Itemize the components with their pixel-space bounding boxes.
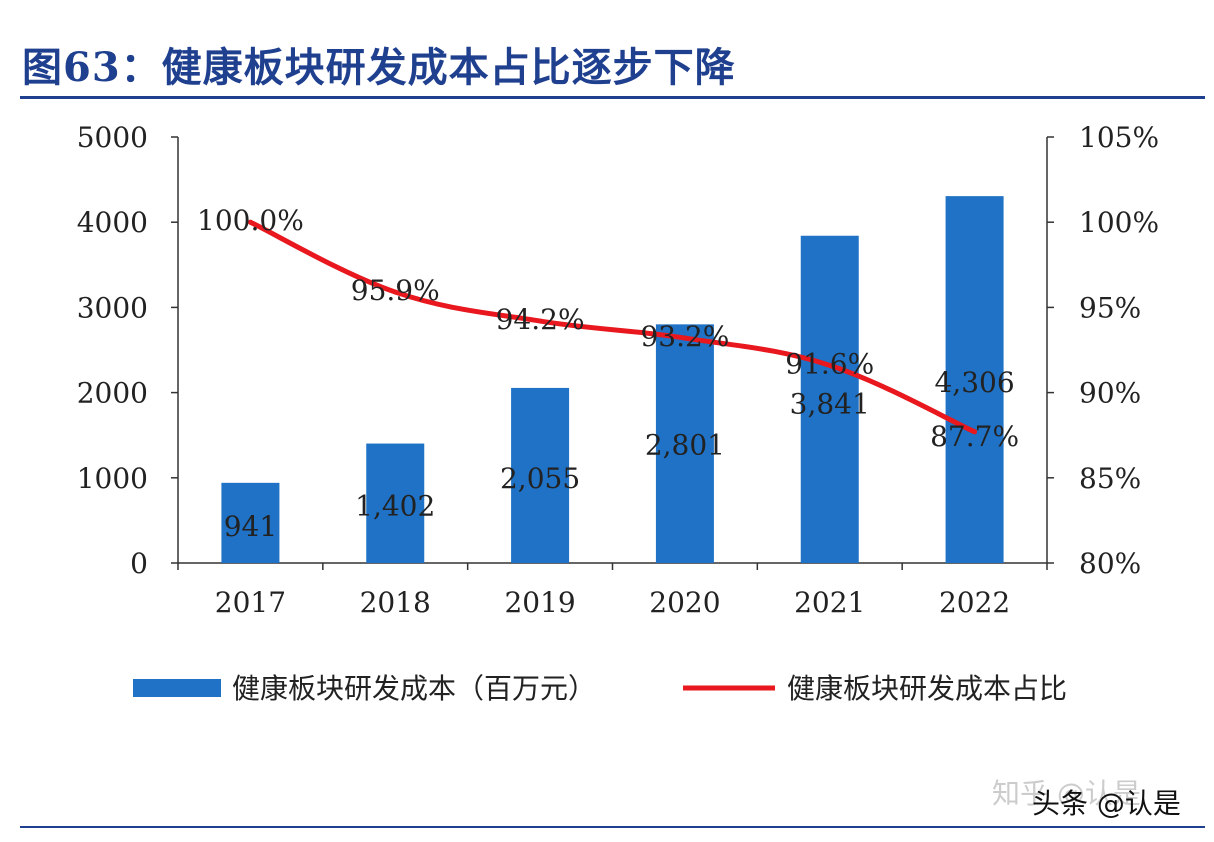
x-tick-label: 2019: [504, 586, 575, 619]
ratio-point: [972, 429, 978, 435]
line-layer: [247, 219, 978, 435]
x-tick-label: 2018: [360, 586, 431, 619]
x-tick-label: 2022: [939, 586, 1010, 619]
bar-value-label: 941: [224, 510, 277, 543]
line-value-label: 91.6%: [785, 347, 874, 380]
y-left-tick-label: 4000: [77, 206, 148, 239]
y-right-tick-label: 105%: [1079, 121, 1159, 154]
line-value-label: 93.2%: [640, 320, 729, 353]
y-right-tick-label: 95%: [1079, 291, 1141, 324]
bar-value-label: 2,801: [645, 428, 725, 461]
bar-value-label: 1,402: [355, 490, 435, 523]
ratio-point: [827, 362, 833, 368]
line-value-label: 94.2%: [496, 303, 585, 336]
bar: [511, 387, 570, 563]
line-value-label: 87.7%: [930, 420, 1019, 453]
bar-value-label: 3,841: [790, 388, 870, 421]
x-tick-label: 2020: [649, 586, 720, 619]
ratio-point: [392, 289, 398, 295]
ratio-line: [247, 219, 978, 435]
line-value-label: 100.0%: [197, 204, 304, 237]
x-tick-label: 2017: [215, 586, 286, 619]
y-right-tick-label: 80%: [1079, 547, 1141, 580]
y-right-tick-label: 85%: [1079, 462, 1141, 495]
bottom-divider: [20, 826, 1205, 828]
title-divider: [20, 96, 1205, 99]
legend-line-label: 健康板块研发成本占比: [787, 672, 1067, 705]
y-left-tick-label: 1000: [77, 462, 148, 495]
x-tick-label: 2021: [794, 586, 865, 619]
ratio-point: [682, 335, 688, 341]
legend-layer: 健康板块研发成本（百万元） 健康板块研发成本占比: [133, 672, 1067, 705]
y-right-tick-label: 90%: [1079, 377, 1141, 410]
watermark-text-1: 知乎 @认是: [992, 777, 1141, 810]
y-right-tick-label: 100%: [1079, 206, 1159, 239]
line-value-label: 95.9%: [351, 274, 440, 307]
bar: [800, 235, 859, 563]
bar: [221, 482, 280, 563]
ratio-point: [247, 219, 253, 225]
bar: [366, 443, 425, 563]
bars-layer: [221, 196, 1004, 564]
labels-layer: 941 1,402 2,055 2,801 3,841 4,306 100.0% 95.9% 9…: [197, 204, 1019, 543]
watermark-text-2: 头条 @认是: [1032, 787, 1181, 820]
bar-value-label: 4,306: [934, 366, 1014, 399]
y-left-tick-label: 0: [130, 547, 148, 580]
y-left-tick-label: 2000: [77, 377, 148, 410]
chart-title: 图63：健康板块研发成本占比逐步下降: [22, 44, 736, 91]
bar-value-label: 2,055: [500, 462, 580, 495]
legend-bar-label: 健康板块研发成本（百万元）: [232, 672, 596, 705]
y-left-tick-label: 3000: [77, 291, 148, 324]
y-left-tick-label: 5000: [77, 121, 148, 154]
ratio-point: [537, 318, 543, 324]
bar: [655, 324, 714, 563]
legend-bar-swatch: [133, 679, 221, 697]
axes-layer: 0 1000 2000 3000 4000 5000 80% 85% 90% 95% 100% 105…: [77, 121, 1159, 619]
bar: [945, 196, 1004, 564]
